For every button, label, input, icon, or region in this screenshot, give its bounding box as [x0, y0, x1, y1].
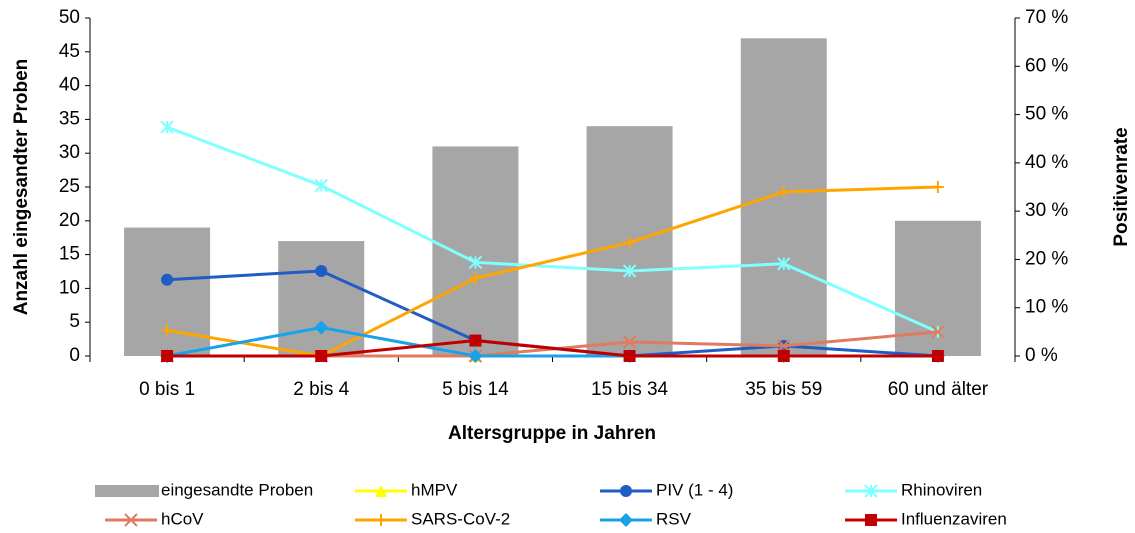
y2-tick-label: 40 % [1025, 152, 1068, 173]
legend-label: RSV [656, 509, 692, 528]
y-tick-label: 5 [69, 311, 80, 332]
line [166, 185, 938, 358]
legend-swatch [95, 485, 159, 497]
point [777, 185, 790, 198]
legend-label: Influenzaviren [901, 509, 1007, 528]
x-tick-label: 15 bis 34 [591, 379, 669, 400]
point [315, 350, 328, 362]
y-tick-label: 45 [59, 41, 80, 62]
legend-marker [864, 484, 878, 498]
y-tick-label: 10 [59, 277, 80, 298]
point [622, 335, 637, 349]
point [931, 181, 944, 193]
point [469, 334, 482, 347]
point [777, 339, 791, 353]
point [161, 350, 174, 362]
y-tick-label: 50 [59, 7, 80, 28]
y-axis-title: Anzahl eingesandter Proben [11, 59, 32, 316]
legend-marker [620, 485, 632, 497]
point [623, 350, 636, 362]
y2-tick-label: 20 % [1025, 248, 1068, 269]
point [160, 120, 174, 134]
y-tick-label: 0 [69, 345, 80, 366]
x-tick-label: 5 bis 14 [442, 379, 509, 400]
point [622, 264, 637, 278]
legend-label: hCoV [161, 509, 204, 528]
legend-label: SARS-CoV-2 [411, 509, 510, 528]
point [468, 349, 483, 363]
y-tick-label: 40 [59, 75, 80, 96]
line [167, 339, 938, 358]
legend-label: PIV (1 - 4) [656, 480, 733, 499]
y-tick-label: 15 [59, 244, 80, 265]
legend-label: Rhinoviren [901, 480, 982, 499]
point [468, 255, 483, 270]
legend-marker [124, 513, 138, 527]
point [469, 272, 482, 285]
legend-marker [375, 485, 387, 497]
point [315, 265, 328, 278]
bar [278, 241, 365, 356]
point [931, 350, 944, 362]
point [161, 273, 174, 286]
point [314, 320, 329, 335]
y2-tick-label: 60 % [1025, 55, 1068, 76]
x-tick-label: 35 bis 59 [745, 379, 822, 400]
point [161, 324, 174, 337]
legend-label: hMPV [411, 480, 458, 499]
line [166, 125, 939, 334]
legend-marker [375, 514, 387, 526]
x-axis-title: Altersgruppe in Jahren [448, 423, 656, 444]
y-tick-label: 30 [59, 142, 80, 163]
y2-tick-label: 70 % [1025, 7, 1068, 28]
y2-tick-label: 10 % [1025, 297, 1068, 318]
legend-label: eingesandte Proben [161, 480, 313, 499]
bar [432, 146, 519, 356]
point [777, 350, 790, 362]
x-tick-label: 2 bis 4 [293, 379, 349, 400]
y-tick-label: 35 [59, 108, 80, 129]
x-tick-label: 0 bis 1 [139, 379, 195, 400]
y2-tick-label: 0 % [1025, 345, 1058, 366]
point [777, 257, 791, 271]
y2-tick-label: 50 % [1025, 104, 1068, 125]
legend-marker [619, 513, 633, 527]
point [623, 236, 636, 249]
y2-axis-title: Positivenrate [1111, 127, 1132, 246]
y2-tick-label: 30 % [1025, 200, 1068, 221]
y-tick-label: 20 [59, 210, 80, 231]
point [314, 178, 328, 193]
y-tick-label: 25 [59, 176, 80, 197]
legend-marker [865, 514, 877, 526]
x-tick-label: 60 und älter [888, 379, 989, 400]
point [931, 325, 945, 339]
